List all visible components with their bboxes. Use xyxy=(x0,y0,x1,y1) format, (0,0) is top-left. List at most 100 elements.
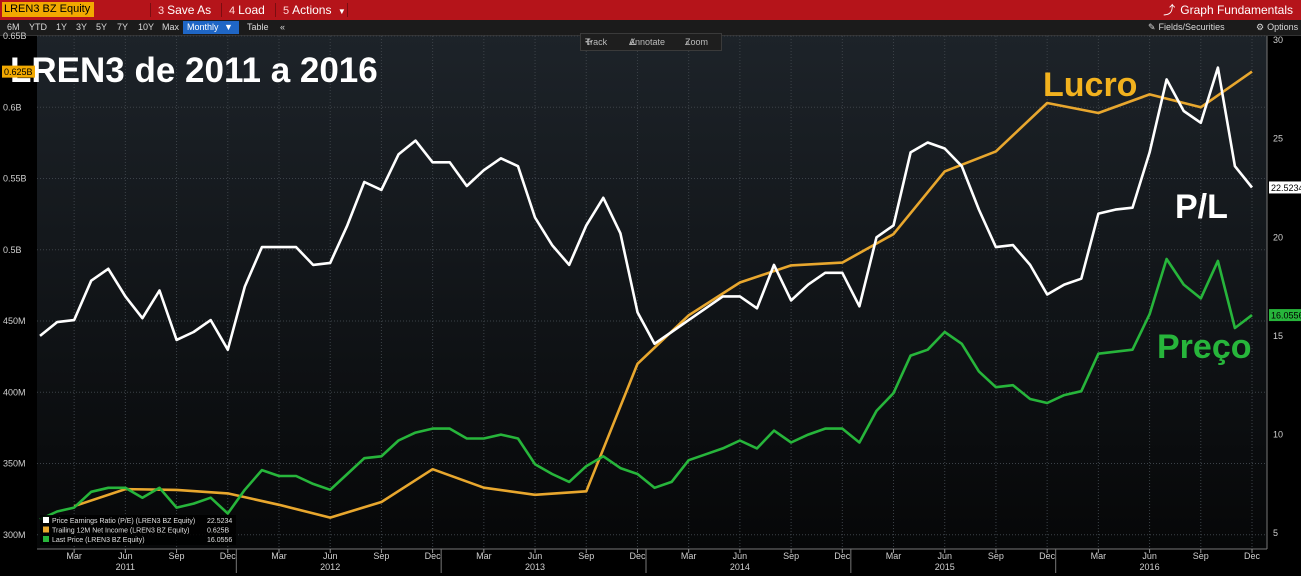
legend-label: Price Earnings Ratio (P/E) (LREN3 BZ Equ… xyxy=(52,518,195,525)
external-link-icon: ⤴ xyxy=(1163,3,1176,17)
x-tick-label: Sep xyxy=(169,551,185,561)
collapse-button[interactable]: « xyxy=(280,22,286,32)
load-label: Load xyxy=(238,3,265,17)
toolbar-divider xyxy=(275,3,276,17)
fields-securities-button[interactable]: ✎ Fields/Securities xyxy=(1148,20,1225,35)
actions-label: Actions xyxy=(292,3,332,17)
range-1y-button[interactable]: 1Y xyxy=(56,22,68,32)
x-tick-label: Jun xyxy=(323,551,338,561)
chart-tools: ✢ Track ∠ Annotate ⌕ Zoom xyxy=(580,33,722,51)
toolbar-divider xyxy=(150,3,151,17)
legend-value: 0.625B xyxy=(207,528,230,535)
x-tick-label: Jun xyxy=(733,551,748,561)
left-tick-label: 0.5B xyxy=(3,245,22,255)
graph-fundamentals-label: Graph Fundamentals xyxy=(1180,3,1293,17)
load-hotkey: 4 xyxy=(229,5,236,17)
save-as-label: Save As xyxy=(167,3,212,17)
x-tick-label: Jun xyxy=(528,551,543,561)
x-tick-label: Dec xyxy=(220,551,237,561)
x-tick-label: Dec xyxy=(1039,551,1056,561)
series-line-1 xyxy=(73,70,1253,519)
zoom-label: Zoom xyxy=(685,37,709,47)
last-value-tags: 0.625B 22.5234 16.0556 xyxy=(2,65,1301,322)
value-tag-bg xyxy=(1269,181,1301,194)
legend: Price Earnings Ratio (P/E) (LREN3 BZ Equ… xyxy=(40,515,236,545)
annotation-pl: P/L xyxy=(1175,188,1228,226)
range-bar: 6M YTD 1Y 3Y 5Y 7Y 10Y Max Monthly ▼ Tab… xyxy=(0,20,1301,36)
x-tick-label: Jun xyxy=(937,551,952,561)
left-tick-label: 350M xyxy=(3,459,26,469)
right-tick-label: 20 xyxy=(1273,232,1283,242)
value-tag-text: 22.5234 xyxy=(1271,183,1301,193)
range-7y-button[interactable]: 7Y xyxy=(117,22,129,32)
legend-value: 22.5234 xyxy=(207,518,232,525)
legend-swatch xyxy=(43,536,49,542)
legend-label: Last Price (LREN3 BZ Equity) xyxy=(52,537,145,544)
x-tick-label: Mar xyxy=(681,551,697,561)
x-year-label: 2016 xyxy=(1140,562,1160,572)
x-tick-label: Dec xyxy=(425,551,442,561)
save-as-hotkey: 3 xyxy=(158,5,165,17)
legend-swatch xyxy=(43,526,49,533)
fields-securities-label: Fields/Securities xyxy=(1158,22,1225,32)
plot-background xyxy=(37,36,1267,549)
load-button[interactable]: 4 Load xyxy=(229,0,265,20)
legend-label: Trailing 12M Net Income (LREN3 BZ Equity… xyxy=(52,528,189,535)
x-tick-label: Jun xyxy=(118,551,133,561)
right-tick-label: 15 xyxy=(1273,331,1283,341)
frequency-value: Monthly xyxy=(187,22,219,32)
edit-icon: ✎ xyxy=(1148,22,1156,32)
legend-swatch xyxy=(43,517,49,523)
magnifier-icon: ⌕ xyxy=(685,37,691,47)
series-line-0 xyxy=(39,66,1254,352)
x-tick-label: Mar xyxy=(66,551,82,561)
chevron-down-icon: ▼ xyxy=(224,22,233,32)
toolbar-divider xyxy=(221,3,222,17)
actions-hotkey: 5 xyxy=(283,5,290,17)
save-as-button[interactable]: 3 Save As xyxy=(158,0,211,20)
x-tick-label: Sep xyxy=(1193,551,1209,561)
range-ytd-button[interactable]: YTD xyxy=(29,22,47,32)
x-tick-label: Jun xyxy=(1142,551,1157,561)
top-toolbar: LREN3 BZ Equity 3 Save As 4 Load 5 Actions … xyxy=(0,0,1301,20)
options-button[interactable]: ⚙ Options xyxy=(1256,20,1298,35)
left-tick-label: 400M xyxy=(3,387,26,397)
x-year-label: 2011 xyxy=(116,562,135,572)
right-tick-label: 5 xyxy=(1273,528,1278,538)
legend-background xyxy=(40,515,236,545)
frequency-select[interactable]: Monthly ▼ xyxy=(183,21,239,34)
x-year-label: 2012 xyxy=(320,562,340,572)
graph-fundamentals-button[interactable]: ⤴ Graph Fundamentals xyxy=(1163,0,1293,20)
x-tick-label: Dec xyxy=(834,551,851,561)
x-tick-label: Mar xyxy=(476,551,492,561)
range-max-button[interactable]: Max xyxy=(162,22,180,32)
range-6m-button[interactable]: 6M xyxy=(7,22,20,32)
pencil-icon: ∠ xyxy=(629,37,638,47)
ticker-field[interactable]: LREN3 BZ Equity xyxy=(2,2,94,17)
left-tick-label: 0.6B xyxy=(3,102,22,112)
left-tick-label: 0.65B xyxy=(3,31,27,41)
chart-title: LREN3 de 2011 a 2016 xyxy=(10,51,378,90)
table-button[interactable]: Table xyxy=(247,22,269,32)
right-tick-label: 10 xyxy=(1273,430,1283,440)
value-tag-text: 0.625B xyxy=(4,67,33,77)
range-5y-button[interactable]: 5Y xyxy=(96,22,108,32)
legend-value: 16.0556 xyxy=(207,537,232,544)
value-tag-bg xyxy=(2,65,35,78)
x-year-label: 2013 xyxy=(525,562,545,572)
range-3y-button[interactable]: 3Y xyxy=(76,22,88,32)
x-year-label: 2014 xyxy=(730,562,750,572)
track-label: Track xyxy=(585,37,608,47)
chevron-down-icon: ▼ xyxy=(337,7,346,16)
left-tick-label: 450M xyxy=(3,316,26,326)
left-tick-label: 300M xyxy=(3,530,26,540)
right-tick-label: 25 xyxy=(1273,134,1283,144)
x-tick-label: Dec xyxy=(629,551,646,561)
left-axis: 0.65B 0.6B 0.55B 0.5B 450M 400M 350M 300M xyxy=(3,31,27,540)
range-10y-button[interactable]: 10Y xyxy=(138,22,155,32)
left-tick-label: 0.55B xyxy=(3,174,27,184)
x-tick-label: Mar xyxy=(886,551,902,561)
actions-button[interactable]: 5 Actions ▼ xyxy=(283,0,346,20)
x-tick-label: Sep xyxy=(988,551,1004,561)
gear-icon: ⚙ xyxy=(1256,22,1265,32)
